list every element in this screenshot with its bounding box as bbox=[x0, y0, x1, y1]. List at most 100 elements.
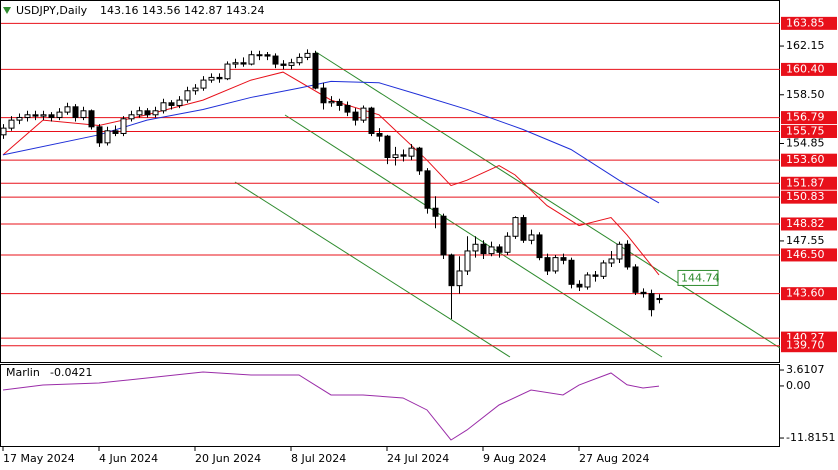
candle-body bbox=[616, 243, 623, 260]
level-label-box bbox=[781, 190, 837, 204]
indicator-value: -0.0421 bbox=[50, 366, 92, 379]
candle-body bbox=[376, 132, 383, 137]
candle-body bbox=[184, 90, 191, 101]
candle-body bbox=[104, 130, 111, 144]
level-label-box bbox=[781, 62, 837, 76]
level-label: 146.50 bbox=[786, 248, 825, 261]
indicator-tick-label: 3.6107 bbox=[786, 363, 825, 376]
channel-line bbox=[315, 51, 781, 349]
y-tick-label: 158.50 bbox=[786, 88, 825, 101]
candle-body bbox=[576, 283, 583, 288]
indicator-panel-frame bbox=[0, 364, 780, 447]
candle-body bbox=[168, 102, 175, 106]
level-label: 143.60 bbox=[786, 287, 825, 300]
x-tick-label: 24 Jul 2024 bbox=[387, 452, 449, 465]
indicator-name: Marlin bbox=[6, 366, 40, 379]
candle-body bbox=[552, 257, 559, 272]
candle-body bbox=[288, 62, 295, 66]
level-label-box bbox=[781, 217, 837, 231]
level-label: 151.87 bbox=[786, 176, 825, 189]
candle-body bbox=[248, 54, 255, 65]
candle-body bbox=[424, 170, 431, 209]
candle-body bbox=[272, 55, 279, 65]
candle-body bbox=[568, 259, 575, 285]
candle-body bbox=[440, 215, 447, 256]
candle-body bbox=[472, 243, 479, 252]
candle-body bbox=[536, 234, 543, 259]
candle-body bbox=[304, 52, 311, 58]
candle-body bbox=[392, 154, 399, 159]
candle-body bbox=[8, 119, 15, 129]
y-tick-label: 147.55 bbox=[786, 234, 825, 247]
candle-body bbox=[136, 110, 143, 116]
level-label-box bbox=[781, 16, 837, 30]
x-tick-label: 9 Aug 2024 bbox=[483, 452, 546, 465]
candle-body bbox=[80, 110, 87, 118]
candle-body bbox=[360, 107, 367, 121]
candle-body bbox=[320, 87, 327, 104]
annotation-box bbox=[677, 269, 719, 286]
candle-body bbox=[624, 243, 631, 268]
candle-body bbox=[640, 291, 647, 295]
candle-body bbox=[112, 130, 119, 134]
candle-body bbox=[216, 76, 223, 80]
candle-body bbox=[464, 250, 471, 272]
candle-body bbox=[656, 297, 663, 301]
candle-body bbox=[480, 243, 487, 255]
candle-body bbox=[448, 254, 455, 287]
candle-body bbox=[48, 114, 55, 118]
channel-line bbox=[284, 114, 663, 358]
candle-body bbox=[528, 234, 535, 241]
indicator-line bbox=[2, 371, 660, 441]
candle-body bbox=[592, 274, 599, 277]
candle-body bbox=[232, 62, 239, 65]
level-label: 148.82 bbox=[786, 217, 825, 230]
candle-body bbox=[240, 62, 247, 65]
x-tick-label: 8 Jul 2024 bbox=[291, 452, 346, 465]
candle-body bbox=[512, 217, 519, 237]
candle-body bbox=[600, 262, 607, 277]
level-label: 155.75 bbox=[786, 124, 825, 137]
annotation-label: 144.74 bbox=[681, 271, 720, 284]
candle-body bbox=[24, 114, 31, 118]
level-label-box bbox=[781, 287, 837, 301]
level-label-box bbox=[781, 153, 837, 167]
candle-body bbox=[256, 54, 263, 57]
x-tick-label: 17 May 2024 bbox=[3, 452, 75, 465]
candle-body bbox=[144, 110, 151, 116]
candle-body bbox=[224, 63, 231, 80]
candle-body bbox=[280, 63, 287, 66]
level-label-box bbox=[781, 339, 837, 353]
candle-body bbox=[408, 147, 415, 157]
candle-body bbox=[560, 257, 567, 261]
candle-body bbox=[336, 100, 343, 106]
level-label-box bbox=[781, 124, 837, 138]
candle-body bbox=[544, 257, 551, 272]
candle-body bbox=[504, 235, 511, 253]
candle-body bbox=[384, 135, 391, 159]
candle-body bbox=[120, 118, 127, 134]
candle-body bbox=[64, 106, 71, 113]
candle-body bbox=[56, 111, 63, 118]
level-label: 160.40 bbox=[786, 62, 825, 75]
level-label: 139.70 bbox=[786, 339, 825, 352]
candle-body bbox=[328, 100, 335, 104]
x-tick-label: 4 Jun 2024 bbox=[99, 452, 158, 465]
candle-body bbox=[192, 87, 199, 92]
candle-body bbox=[416, 147, 423, 172]
level-label-box bbox=[781, 176, 837, 190]
candle-body bbox=[96, 126, 103, 144]
moving-average bbox=[2, 80, 660, 204]
level-label: 163.85 bbox=[786, 16, 825, 29]
candle-body bbox=[176, 99, 183, 106]
menu-icon[interactable] bbox=[3, 7, 11, 14]
candle-body bbox=[296, 56, 303, 64]
plot: 162.15 158.50 154.85 147.55 3.6107 0.00 -11.81… bbox=[0, 16, 837, 465]
level-label-box bbox=[781, 248, 837, 262]
y-tick-label: 154.85 bbox=[786, 136, 825, 149]
candle-body bbox=[456, 270, 463, 287]
x-tick-label: 27 Aug 2024 bbox=[579, 452, 649, 465]
level-label: 153.60 bbox=[786, 153, 825, 166]
candle-body bbox=[88, 110, 95, 128]
